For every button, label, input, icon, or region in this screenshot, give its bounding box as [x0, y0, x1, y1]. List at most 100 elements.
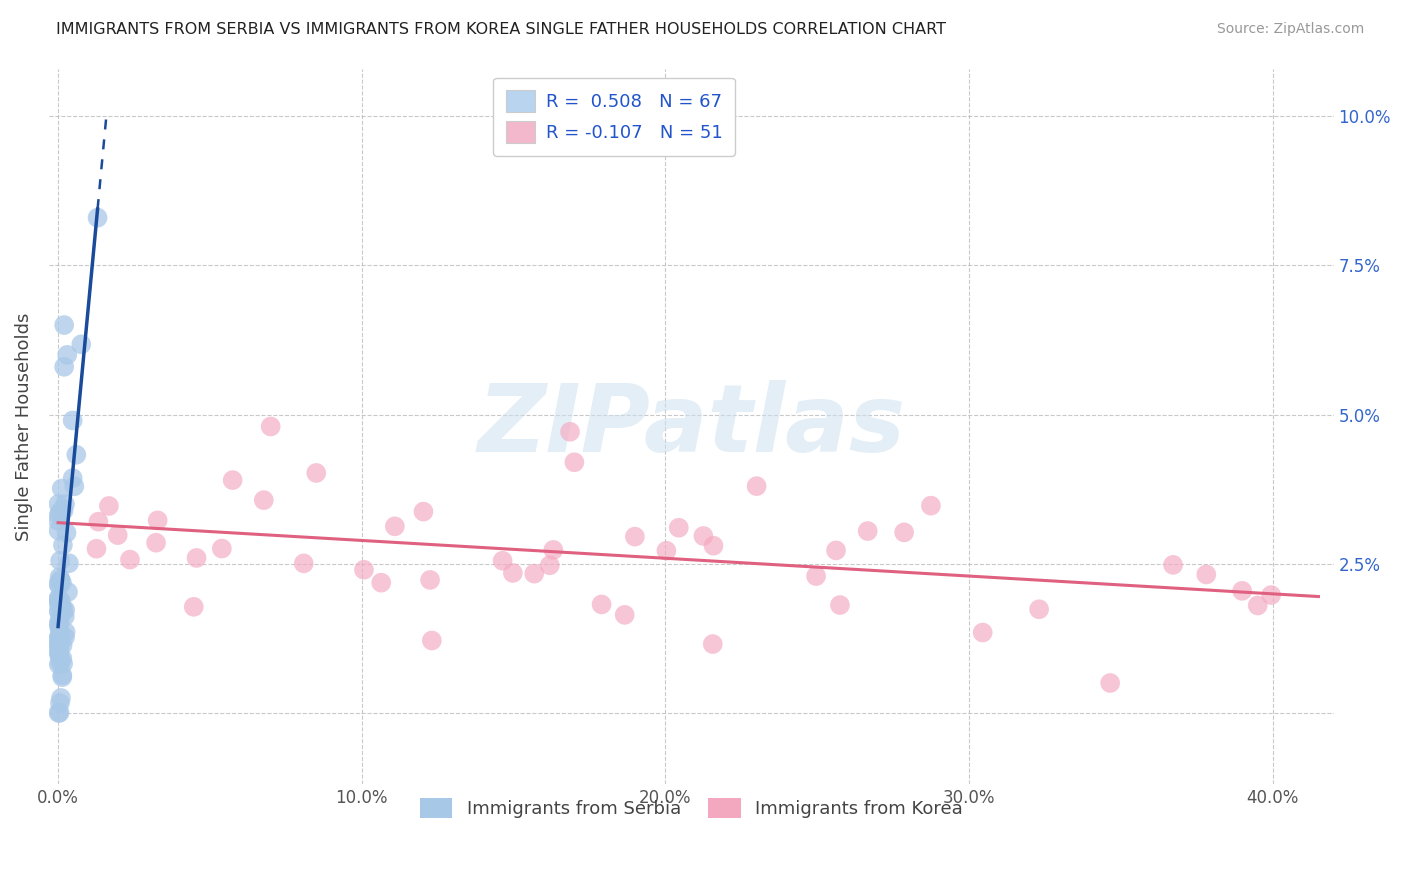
Point [564, 455, 586, 469]
Point [591, 598, 613, 612]
Point [48, 636, 70, 650]
Point [52, 503, 75, 517]
Point [49, 594, 72, 608]
Point [613, 607, 636, 622]
Point [49, 574, 72, 589]
Point [86, 211, 108, 225]
Point [146, 513, 169, 527]
Point [305, 466, 328, 480]
Point [48, 524, 70, 538]
Point [48, 497, 70, 511]
Point [49, 656, 72, 670]
Point [51, 651, 73, 665]
Point [491, 554, 513, 568]
Y-axis label: Single Father Households: Single Father Households [15, 312, 32, 541]
Point [62, 413, 84, 427]
Point [51, 670, 73, 684]
Point [48, 508, 70, 523]
Point [702, 637, 724, 651]
Point [253, 493, 276, 508]
Point [62, 471, 84, 485]
Point [48, 639, 70, 653]
Point [828, 598, 851, 612]
Point [87, 515, 110, 529]
Point [48, 591, 70, 606]
Legend: Immigrants from Serbia, Immigrants from Korea: Immigrants from Serbia, Immigrants from … [412, 791, 970, 825]
Point [1099, 676, 1122, 690]
Point [51, 668, 73, 682]
Point [48, 706, 70, 720]
Point [745, 479, 768, 493]
Point [48, 514, 70, 528]
Point [97, 499, 120, 513]
Point [48, 570, 70, 584]
Point [412, 505, 434, 519]
Point [260, 419, 283, 434]
Point [53, 609, 76, 624]
Point [51, 482, 73, 496]
Point [55, 625, 77, 640]
Point [972, 625, 994, 640]
Point [86, 541, 108, 556]
Point [52, 538, 75, 552]
Point [804, 569, 827, 583]
Point [48, 576, 70, 591]
Point [49, 506, 72, 520]
Point [825, 543, 848, 558]
Point [48, 596, 70, 610]
Point [692, 529, 714, 543]
Point [48, 645, 70, 659]
Point [52, 602, 75, 616]
Point [49, 696, 72, 710]
Point [48, 623, 70, 637]
Point [655, 543, 678, 558]
Point [52, 657, 75, 671]
Point [856, 524, 879, 538]
Point [48, 604, 70, 618]
Point [523, 566, 546, 581]
Point [48, 632, 70, 646]
Point [48, 630, 70, 644]
Point [55, 525, 77, 540]
Point [384, 519, 406, 533]
Point [51, 575, 73, 590]
Point [51, 502, 73, 516]
Point [145, 535, 167, 549]
Point [53, 318, 76, 332]
Point [107, 528, 129, 542]
Point [1195, 567, 1218, 582]
Point [52, 602, 75, 616]
Point [624, 530, 647, 544]
Point [211, 541, 233, 556]
Point [502, 566, 524, 580]
Point [49, 612, 72, 626]
Point [420, 633, 443, 648]
Point [1260, 588, 1282, 602]
Point [118, 552, 141, 566]
Point [48, 616, 70, 631]
Point [53, 630, 76, 644]
Point [419, 573, 441, 587]
Point [58, 556, 80, 570]
Point [63, 479, 86, 493]
Point [183, 599, 205, 614]
Point [48, 706, 70, 720]
Point [893, 525, 915, 540]
Text: IMMIGRANTS FROM SERBIA VS IMMIGRANTS FROM KOREA SINGLE FATHER HOUSEHOLDS CORRELA: IMMIGRANTS FROM SERBIA VS IMMIGRANTS FRO… [56, 22, 946, 37]
Point [353, 563, 375, 577]
Point [48, 646, 70, 660]
Point [1247, 599, 1270, 613]
Point [543, 542, 565, 557]
Point [292, 557, 315, 571]
Point [668, 521, 690, 535]
Point [53, 603, 76, 617]
Point [65, 448, 87, 462]
Point [48, 632, 70, 647]
Point [70, 337, 93, 351]
Point [920, 499, 942, 513]
Point [1028, 602, 1050, 616]
Point [48, 642, 70, 657]
Text: Source: ZipAtlas.com: Source: ZipAtlas.com [1216, 22, 1364, 37]
Point [1161, 558, 1184, 572]
Point [53, 497, 76, 511]
